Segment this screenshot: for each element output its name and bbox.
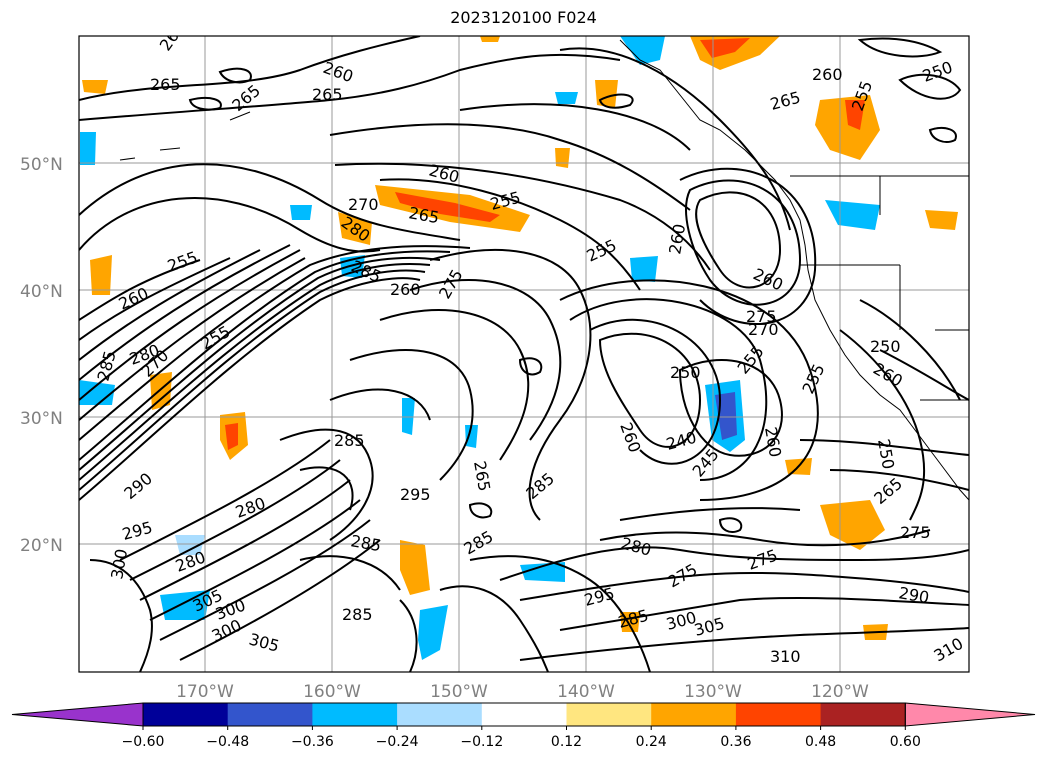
contour-label: 260 [390, 280, 421, 299]
contour-label: 275 [900, 523, 931, 542]
coastlines [119, 39, 969, 501]
colorbar-cell [227, 703, 313, 726]
lon-label: 170°W [176, 682, 234, 702]
colorbar: −0.60 −0.48 −0.36 −0.24 −0.12 0.12 0.24 0.36 0.4… [11, 702, 1036, 750]
colorbar-tick-label: −0.24 [376, 734, 419, 750]
contour-label: 265 [312, 85, 343, 104]
colorbar-extend-low [11, 702, 144, 727]
contour-label: 265 [150, 75, 181, 94]
lat-label: 50°N [20, 155, 63, 175]
colorbar-tick-label: 0.24 [636, 734, 667, 750]
contour-label: 295 [400, 485, 431, 504]
colorbar-cell [481, 703, 567, 726]
colorbar-tick-label: −0.48 [206, 734, 249, 750]
colorbar-tick-label: −0.12 [460, 734, 503, 750]
colorbar-tick-label: 0.12 [551, 734, 582, 750]
colorbar-cell [397, 703, 483, 726]
colorbar-cell [735, 703, 822, 726]
colorbar-outline [142, 702, 906, 727]
colorbar-tick-label: 0.60 [890, 734, 921, 750]
colorbar-tick-label: 0.36 [720, 734, 751, 750]
lon-label: 130°W [684, 682, 742, 702]
colorbar-tick-label: 0.48 [805, 734, 836, 750]
colorbar-cell [143, 703, 229, 726]
contour-label: 250 [670, 363, 701, 382]
contour-label: 285 [342, 605, 373, 624]
lon-label: 150°W [430, 682, 488, 702]
colorbar-cell [312, 703, 398, 726]
political-borders [790, 175, 969, 401]
lat-label: 30°N [20, 409, 63, 429]
contour-label: 310 [770, 647, 801, 666]
contour-label: 275 [746, 307, 777, 326]
map-frame [78, 35, 970, 673]
colorbar-tick-label: −0.60 [122, 734, 165, 750]
contour-label: 260 [812, 65, 843, 84]
contour-label: 270 [348, 195, 379, 214]
graticule [79, 36, 969, 672]
lat-label: 20°N [20, 536, 63, 556]
colorbar-tick-label: −0.36 [291, 734, 334, 750]
colorbar-extend-high [904, 702, 1036, 727]
lon-label: 160°W [303, 682, 361, 702]
contour-label: 250 [870, 337, 901, 356]
latitude-labels: 50°N 40°N 30°N 20°N [20, 155, 63, 556]
colorbar-cell [566, 703, 652, 726]
lon-label: 140°W [557, 682, 615, 702]
contour-label: 285 [334, 431, 365, 450]
longitude-labels: 170°W 160°W 150°W 140°W 130°W 120°W [176, 682, 869, 702]
lon-label: 120°W [811, 682, 869, 702]
contour-label: 270 [748, 320, 779, 339]
colorbar-cell [820, 703, 906, 726]
lat-label: 40°N [20, 282, 63, 302]
map-title: 2023120100 F024 [450, 8, 597, 27]
geopotential-contours [79, 36, 969, 672]
colorbar-cell [651, 703, 737, 726]
